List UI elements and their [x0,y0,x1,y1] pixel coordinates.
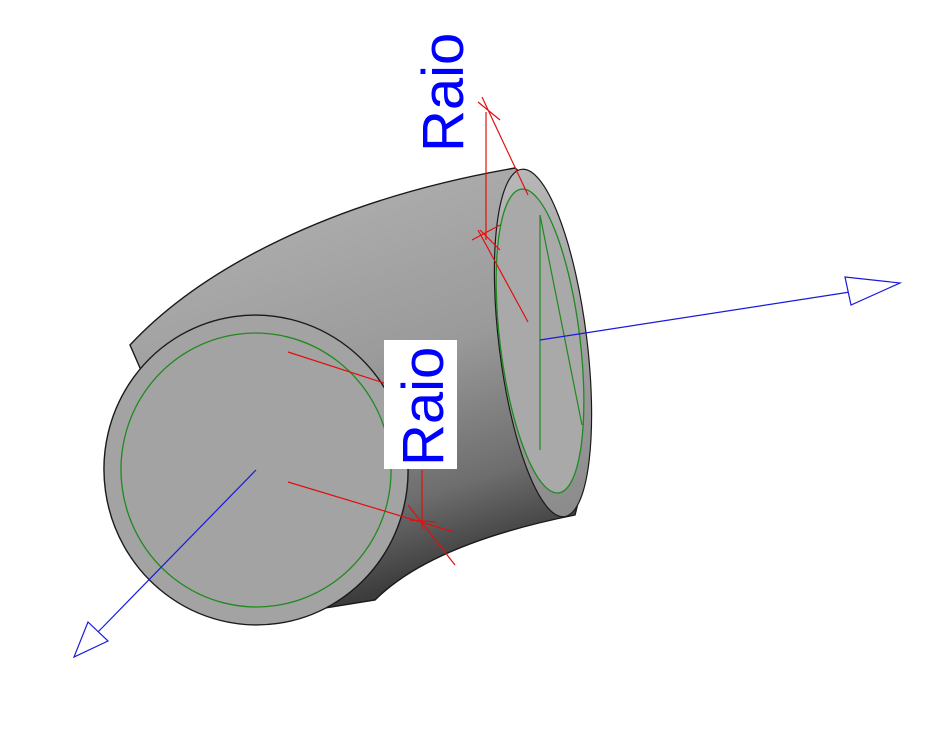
left-axis-arrow [72,469,257,659]
top-radius-dimension [471,96,529,323]
right-axis-arrow [539,276,903,341]
right-face-diagonal-line [539,214,583,426]
radius-label-box [384,340,457,469]
radius-label-top: Raio [411,33,476,152]
radius-label-center: Raio [391,347,456,466]
center-radius-dimension [287,351,456,566]
